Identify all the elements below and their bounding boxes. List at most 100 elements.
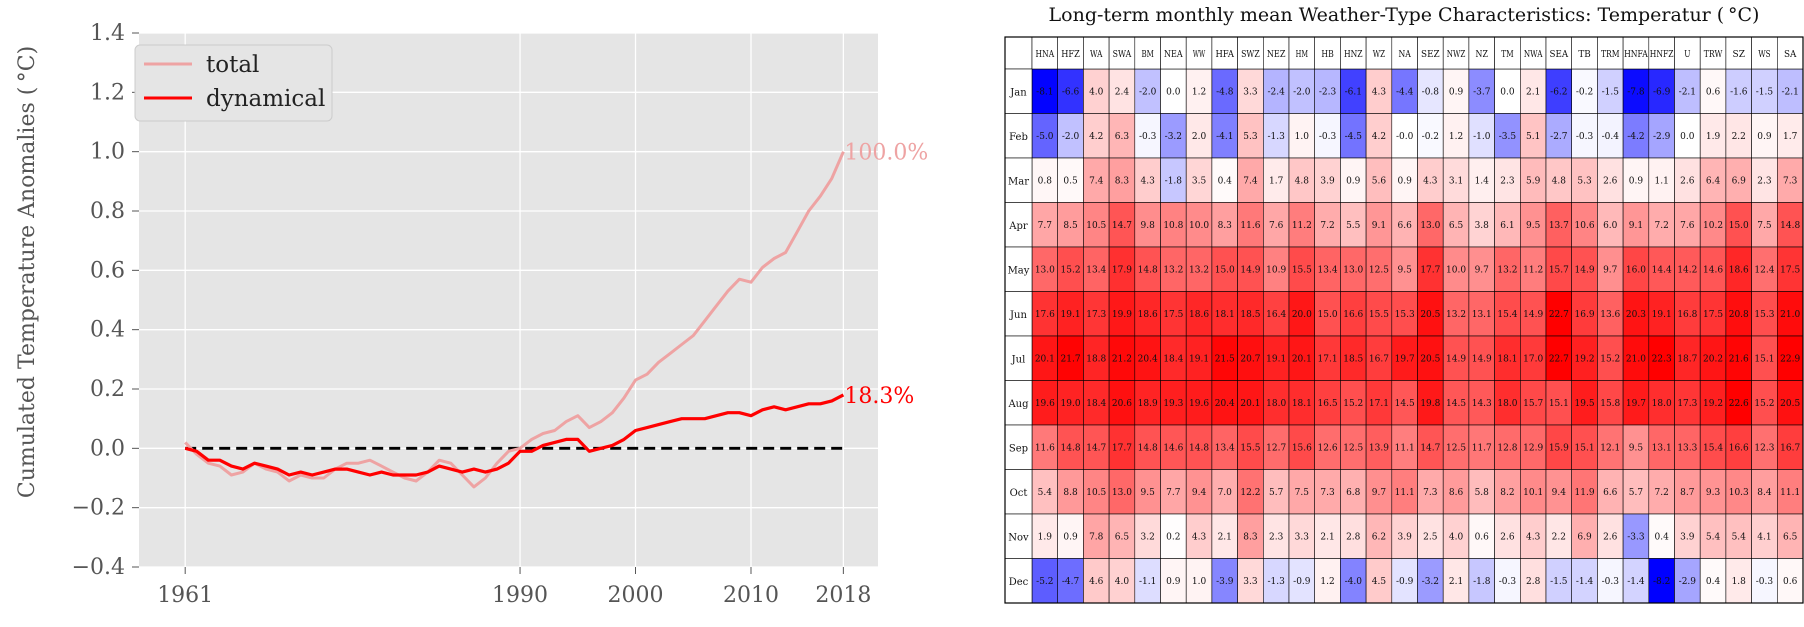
heatmap-cell-value: -2.0 [1139,87,1157,97]
heatmap-cell [1160,157,1187,203]
heatmap-cell [1417,68,1444,114]
heatmap-cell-value: -6.2 [1550,87,1567,97]
heatmap-cell [1699,424,1727,470]
y-tick-label: −0.2 [72,496,125,521]
heatmap-cell-value: 15.0 [1215,265,1235,275]
heatmap-cell [1340,558,1367,604]
heatmap-cell-value: 19.7 [1395,354,1415,364]
heatmap-cell [1211,469,1238,515]
x-axis-ticks: 1961 1990 2000 2010 2018 [157,567,871,608]
heatmap-cell [1314,558,1341,604]
heatmap-cell-value: 11.1 [1395,488,1415,498]
heatmap-column-header [1648,36,1675,70]
heatmap-cell [1185,202,1213,248]
heatmap-cell-value: -3.9 [1216,577,1234,587]
heatmap-cell-value: 14.8 [1189,443,1209,453]
heatmap-cell-value: 13.3 [1677,443,1697,453]
heatmap-cell-value: 1.2 [1449,132,1463,142]
heatmap-cell-value: 9.7 [1603,265,1618,275]
heatmap-cell-value: 4.1 [1757,532,1771,542]
heatmap-row-label: Mar [1008,176,1029,187]
heatmap-cell-value: -2.3 [1319,87,1337,97]
heatmap-row-label: May [1008,265,1030,276]
heatmap-cell-value: 14.7 [1420,443,1440,453]
heatmap-cell-value: 7.4 [1243,176,1258,186]
heatmap-cell [1417,113,1444,159]
heatmap-cell [1211,380,1238,426]
heatmap-cell [1031,113,1059,159]
heatmap-cell [1057,380,1084,426]
heatmap-cell [1288,380,1316,426]
heatmap-column-header [1751,36,1778,70]
heatmap-cell-value: 15.2 [1061,265,1081,275]
heatmap-cell-value: 7.3 [1783,176,1798,186]
heatmap-cell [1699,113,1727,159]
heatmap-cell [1699,157,1727,203]
x-tick-label: 2000 [608,583,664,608]
heatmap-column-label: WA [1090,49,1103,60]
heatmap-cell-value: 14.6 [1703,265,1723,275]
heatmap-cell [1597,469,1624,515]
heatmap-cell-value: 9.5 [1140,488,1155,498]
heatmap-cell [1494,335,1521,381]
heatmap-cell [1108,469,1136,515]
heatmap-cell-value: 14.4 [1652,265,1672,275]
heatmap-cell-value: 20.4 [1138,354,1158,364]
heatmap-cell-value: -0.9 [1396,577,1414,587]
heatmap-cell [1031,202,1059,248]
heatmap-cell-value: 11.2 [1523,265,1543,275]
heatmap-column-label: TB [1578,49,1590,60]
heatmap-cell [1185,113,1213,159]
heatmap-row-labels: Jan Feb Mar Apr May Jun Jul Aug Sep Oct Nov Dec [1004,68,1033,604]
heatmap-cell [1751,202,1778,248]
heatmap-cell-value: -0.8 [1422,87,1440,97]
heatmap-cell [1185,558,1213,604]
heatmap-column-header [1391,36,1418,70]
heatmap-cell-value: 7.5 [1757,221,1772,231]
heatmap-cell-value: 19.1 [1189,354,1209,364]
heatmap-cell [1442,202,1470,248]
heatmap-row-label: Aug [1007,399,1029,410]
heatmap-cell [1520,558,1547,604]
heatmap-cell-value: 7.7 [1166,488,1181,498]
heatmap-cell-value: 19.9 [1112,310,1132,320]
heatmap-cell-value: 13.4 [1215,443,1235,453]
heatmap-cell [1263,68,1290,114]
heatmap-cell-value: 3.8 [1475,221,1490,231]
heatmap-cell-value: 9.1 [1629,221,1643,231]
heatmap-row-label: Feb [1009,132,1028,143]
heatmap-cell [1417,424,1444,470]
heatmap-cell-value: 4.3 [1192,532,1207,542]
heatmap-cell-value: 4.0 [1449,532,1464,542]
heatmap-column-label: NEZ [1267,49,1286,60]
heatmap-cell-value: 0.6 [1475,532,1490,542]
heatmap-cell [1031,469,1059,515]
heatmap-cell [1777,558,1804,604]
heatmap-column-label: NZ [1476,49,1489,60]
heatmap-cell [1211,513,1238,559]
heatmap-column-label: BM [1141,49,1154,60]
heatmap-cell-value: 18.1 [1292,399,1312,409]
heatmap-column-header [1185,36,1213,70]
heatmap-cell [1622,380,1650,426]
y-tick-label: 0.4 [90,318,125,343]
heatmap-cell [1391,469,1418,515]
heatmap-cell-value: 14.8 [1780,221,1800,231]
heatmap-cell-value: 14.8 [1138,443,1158,453]
heatmap-column-label: HNFA [1624,49,1648,60]
heatmap-cell [1083,68,1110,114]
heatmap-cell [1160,246,1187,292]
heatmap-cell-value: 4.6 [1089,577,1104,587]
x-tick-label: 1990 [492,583,548,608]
heatmap-cell-value: -6.6 [1062,87,1080,97]
heatmap-cell [1597,113,1624,159]
heatmap-cell [1494,113,1521,159]
heatmap-cell [1777,68,1804,114]
heatmap-cell [1185,469,1213,515]
heatmap-column-header [1211,36,1238,70]
heatmap-cell [1622,469,1650,515]
heatmap-cell-value: 15.7 [1549,265,1569,275]
heatmap-cell [1417,380,1444,426]
heatmap-row-header [1004,380,1033,426]
heatmap-cell [1751,246,1778,292]
